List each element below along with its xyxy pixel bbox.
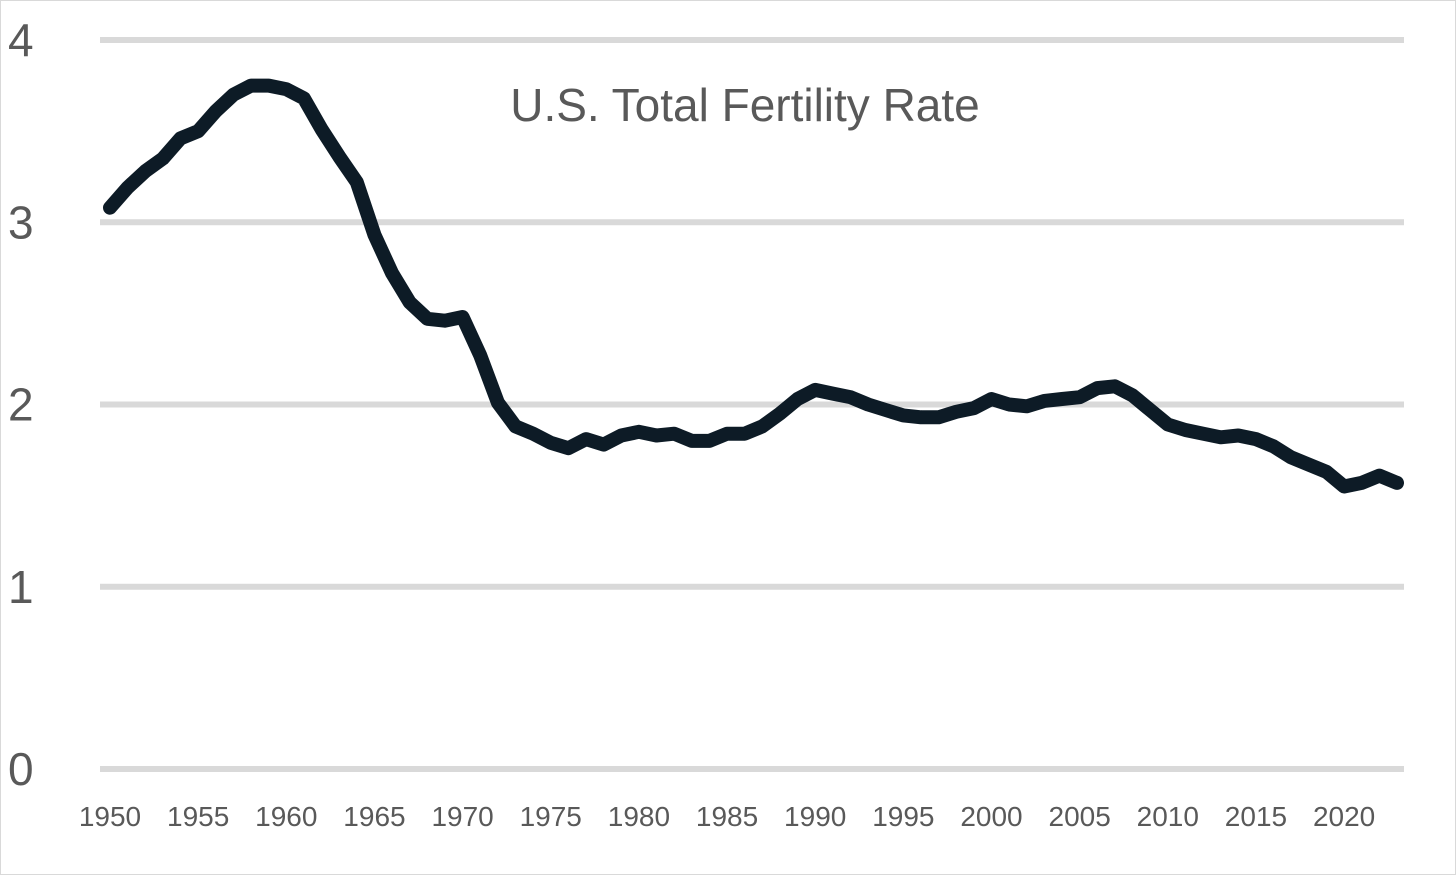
y-tick-label: 1 <box>8 561 34 613</box>
y-tick-label: 0 <box>8 743 34 795</box>
x-tick-label: 2015 <box>1225 801 1287 832</box>
x-tick-label: 2020 <box>1313 801 1375 832</box>
y-tick-label: 3 <box>8 196 34 248</box>
x-tick-label: 1980 <box>608 801 670 832</box>
x-tick-label: 1970 <box>431 801 493 832</box>
y-tick-label: 2 <box>8 379 34 431</box>
x-axis-ticks: 1950 1955 1960 1965 1970 1975 1980 1985 1990 1995… <box>79 801 1375 832</box>
x-tick-label: 2000 <box>960 801 1022 832</box>
x-tick-label: 1965 <box>343 801 405 832</box>
x-tick-label: 1950 <box>79 801 141 832</box>
y-axis-ticks: 0 1 2 3 4 <box>8 14 34 795</box>
x-tick-label: 1990 <box>784 801 846 832</box>
x-tick-label: 1995 <box>872 801 934 832</box>
x-tick-label: 1975 <box>520 801 582 832</box>
x-tick-label: 2010 <box>1137 801 1199 832</box>
gridlines <box>100 37 1404 772</box>
series-line-fertility-rate <box>103 78 1404 494</box>
x-tick-label: 1960 <box>255 801 317 832</box>
chart-title: U.S. Total Fertility Rate <box>510 79 980 131</box>
x-tick-label: 1955 <box>167 801 229 832</box>
y-tick-label: 4 <box>8 14 34 66</box>
x-tick-label: 1985 <box>696 801 758 832</box>
x-tick-label: 2005 <box>1049 801 1111 832</box>
